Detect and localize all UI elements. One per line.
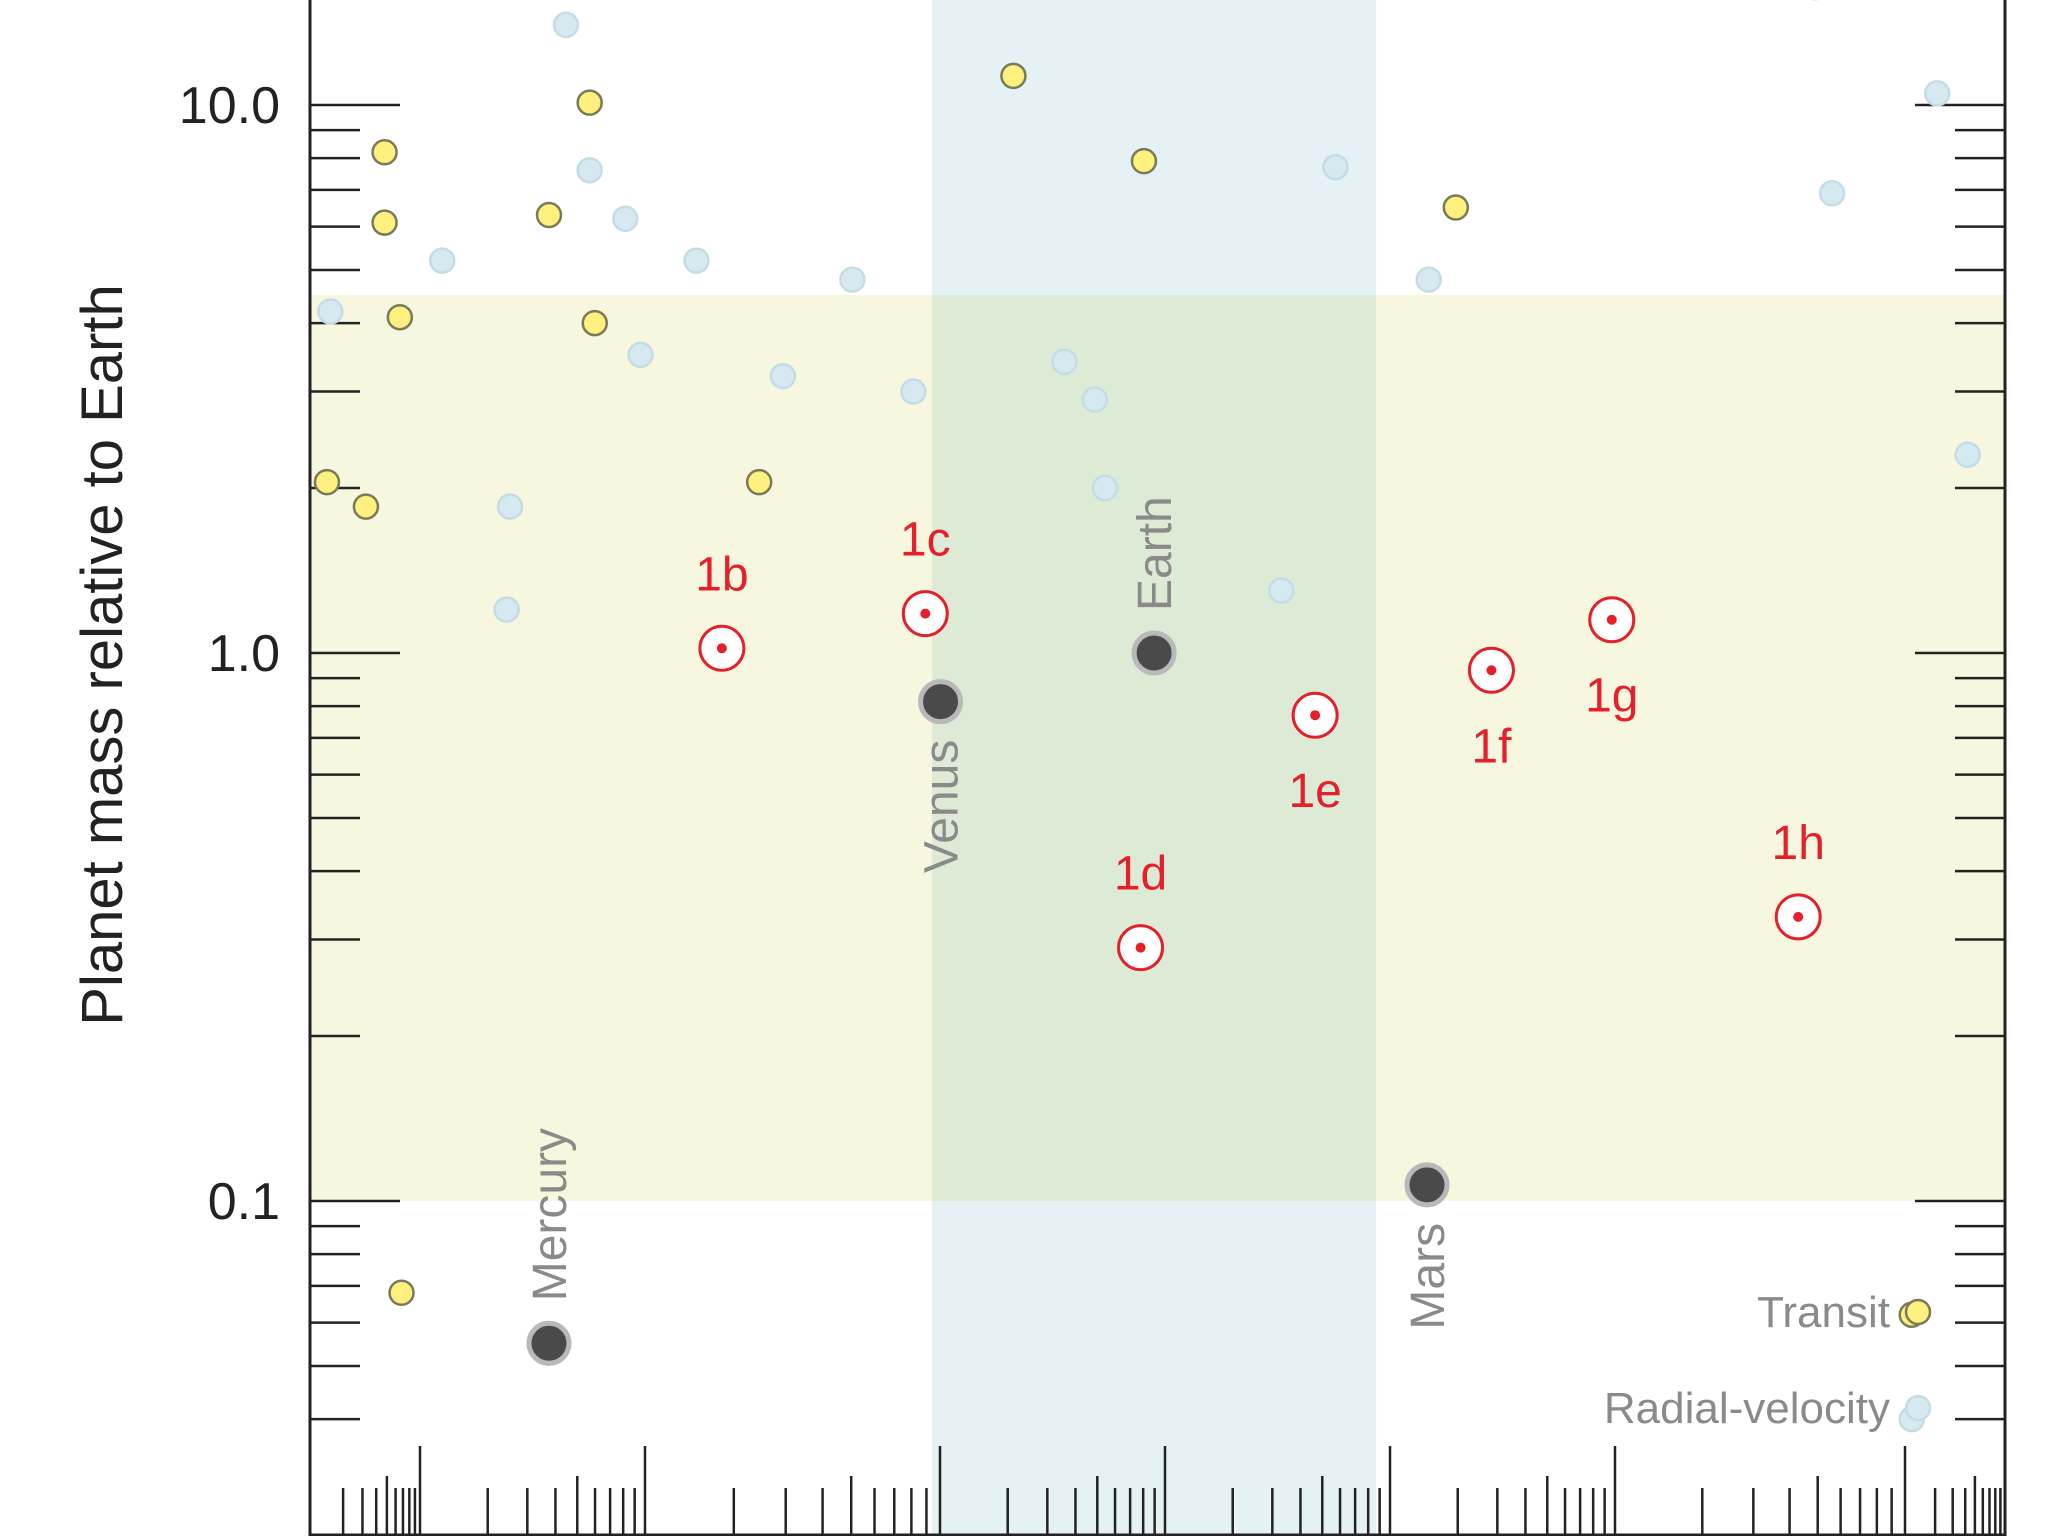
x-band-region bbox=[932, 0, 1377, 1536]
radial-velocity-point bbox=[839, 266, 866, 293]
radial-velocity-point bbox=[1081, 386, 1109, 413]
trappist-label-1e: 1e bbox=[1288, 765, 1341, 818]
radial-velocity-point bbox=[1954, 441, 1981, 469]
transit-point bbox=[313, 468, 341, 496]
transit-point bbox=[1442, 194, 1470, 221]
transit-point bbox=[388, 1279, 415, 1307]
trappist-label-1b: 1b bbox=[695, 548, 748, 601]
trappist-label-1h: 1h bbox=[1772, 817, 1825, 870]
radial-velocity-point bbox=[1091, 474, 1119, 502]
radial-velocity-point bbox=[1415, 266, 1442, 293]
radial-velocity-point bbox=[493, 596, 520, 623]
radial-velocity-point bbox=[1267, 577, 1295, 604]
trappist-point-center bbox=[920, 608, 931, 619]
y-tick-label: 0.1 bbox=[208, 1173, 280, 1231]
y-axis-title: Planet mass relative to Earth bbox=[70, 284, 135, 1025]
radial-velocity-point bbox=[428, 247, 456, 274]
trappist-label-1d: 1d bbox=[1114, 848, 1167, 901]
chart-axes: 0.1 1.0 10.0 bbox=[179, 0, 2007, 1536]
radial-velocity-point bbox=[627, 341, 654, 369]
transit-point bbox=[535, 201, 563, 229]
transit-point bbox=[581, 309, 609, 337]
solar-planet-point bbox=[1404, 1162, 1450, 1208]
radial-velocity-point bbox=[683, 247, 710, 274]
chart-labels: 1b 1c 1d 1e 1f 1g 1h Mercury Venus Earth Mars bbox=[524, 496, 1825, 1329]
trappist-label-1g: 1g bbox=[1585, 670, 1638, 723]
legend-label-1: Radial-velocity bbox=[1604, 1384, 1890, 1433]
trappist-point-center bbox=[1135, 942, 1146, 953]
transit-point bbox=[352, 493, 380, 520]
y-tick-label: 1.0 bbox=[208, 625, 280, 683]
chart-regions bbox=[310, 0, 2005, 1536]
trappist-point-center bbox=[1793, 911, 1804, 922]
solar-planet-point bbox=[918, 679, 964, 725]
radial-velocity-point bbox=[612, 205, 639, 233]
transit-point bbox=[1000, 62, 1027, 90]
radial-velocity-point bbox=[552, 11, 580, 39]
trappist-point-center bbox=[716, 643, 727, 654]
legend-label-0: Transit bbox=[1757, 1288, 1890, 1337]
trappist-point-center bbox=[1486, 665, 1497, 676]
radial-velocity-point bbox=[900, 378, 927, 405]
radial-velocity-point bbox=[317, 298, 344, 325]
radial-velocity-point bbox=[576, 157, 603, 184]
legend-rv-marker bbox=[1904, 1394, 1932, 1422]
solar-label-mars: Mars bbox=[1402, 1223, 1455, 1330]
radial-velocity-point bbox=[769, 362, 797, 390]
transit-point bbox=[371, 138, 398, 166]
radial-velocity-point bbox=[1923, 80, 1951, 107]
trappist-point-center bbox=[1606, 614, 1617, 625]
radial-velocity-point bbox=[1322, 153, 1349, 181]
solar-label-venus: Venus bbox=[916, 740, 969, 873]
solar-planet-point bbox=[526, 1320, 572, 1366]
radial-velocity-point bbox=[1051, 348, 1078, 375]
solar-planet-point bbox=[1131, 630, 1177, 676]
transit-point bbox=[576, 89, 603, 116]
chart-points bbox=[313, 0, 1981, 1433]
radial-velocity-point bbox=[1818, 180, 1846, 207]
transit-point bbox=[386, 303, 414, 331]
y-tick-label: 10.0 bbox=[179, 77, 280, 135]
trappist-label-1c: 1c bbox=[900, 514, 951, 567]
legend-transit-marker bbox=[1904, 1298, 1932, 1326]
solar-label-earth: Earth bbox=[1129, 496, 1182, 611]
radial-velocity-point bbox=[496, 493, 524, 520]
trappist-point-center bbox=[1310, 710, 1321, 721]
transit-point bbox=[1130, 147, 1158, 175]
solar-label-mercury: Mercury bbox=[524, 1128, 577, 1301]
chart-legend: Transit Radial-velocity bbox=[1604, 1288, 1932, 1433]
transit-point bbox=[745, 468, 773, 496]
transit-point bbox=[371, 209, 398, 236]
trappist-label-1f: 1f bbox=[1471, 720, 1512, 773]
